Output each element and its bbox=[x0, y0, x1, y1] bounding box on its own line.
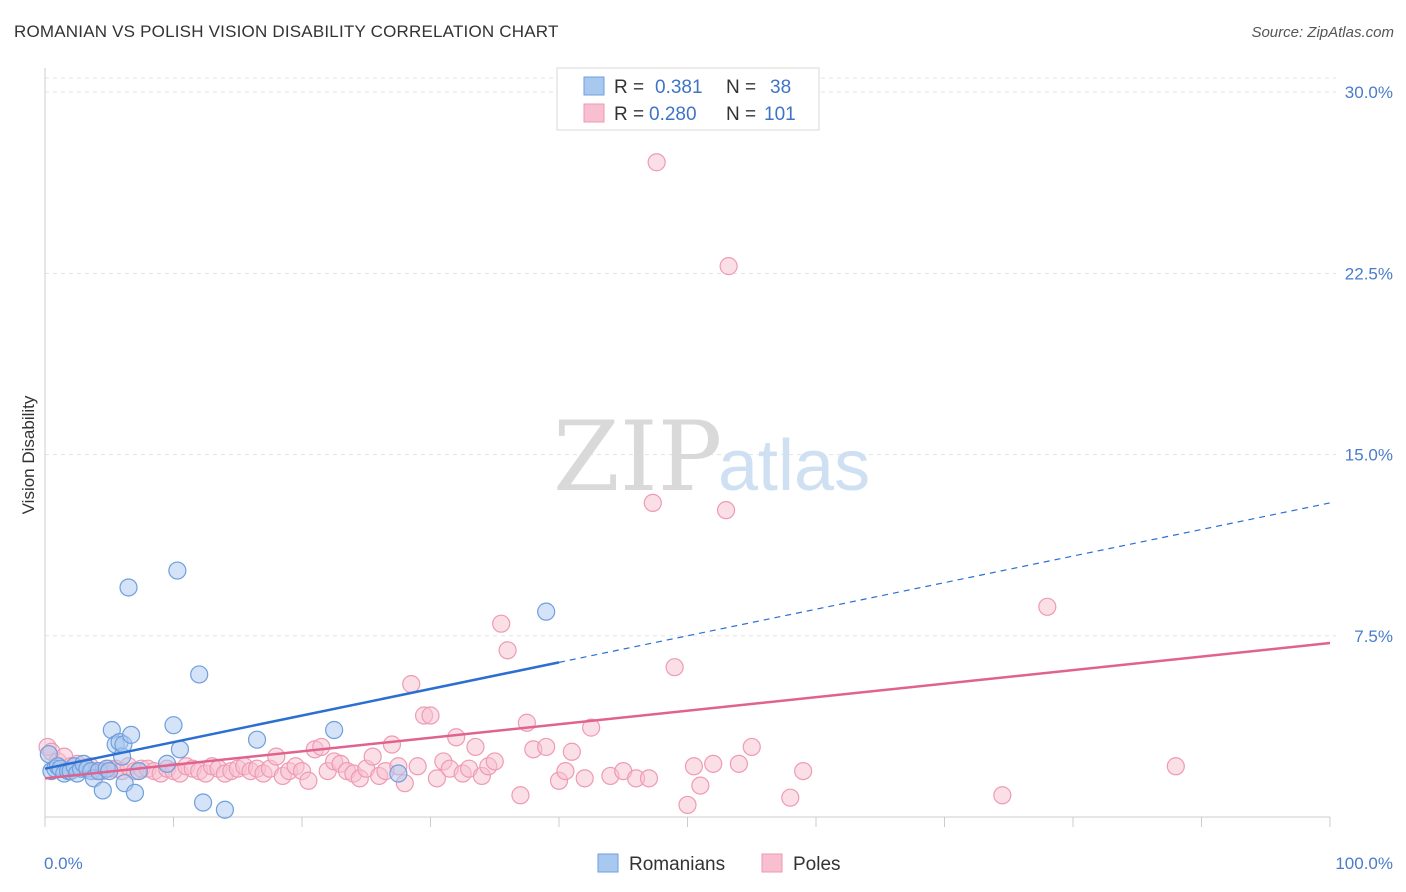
romanians-point-32 bbox=[170, 740, 190, 759]
x-tick-label-1: 100.0% bbox=[1335, 854, 1393, 873]
legend-poles-n-value: 101 bbox=[764, 104, 796, 125]
poles-point-64 bbox=[447, 728, 466, 747]
romanians-point-36 bbox=[247, 730, 267, 749]
poles-point-93 bbox=[716, 501, 736, 520]
poles-point-54 bbox=[382, 735, 402, 754]
poles-point-81 bbox=[582, 718, 601, 737]
romanians-point-34 bbox=[193, 793, 213, 812]
poles-point-57 bbox=[402, 675, 421, 694]
poles-point-41 bbox=[299, 771, 318, 790]
romanians-point-39 bbox=[537, 602, 556, 621]
poles-point-43 bbox=[312, 737, 331, 757]
poles-point-87 bbox=[647, 153, 666, 172]
legend-poles-swatch bbox=[583, 103, 605, 123]
chart-title: ROMANIAN VS POLISH VISION DISABILITY COR… bbox=[14, 22, 559, 41]
legend-romanians-r-label: R = bbox=[614, 77, 644, 98]
y-tick-label-1: 15.0% bbox=[1345, 446, 1393, 465]
romanians-point-26 bbox=[121, 725, 141, 744]
poles-trend-line bbox=[44, 641, 1331, 780]
trend-lines bbox=[44, 502, 1331, 780]
poles-point-101 bbox=[1166, 757, 1185, 776]
poles-point-95 bbox=[729, 754, 749, 773]
poles-point-78 bbox=[556, 761, 575, 781]
romanians-point-27 bbox=[125, 783, 145, 802]
poles-point-58 bbox=[408, 757, 427, 776]
poles-point-73 bbox=[511, 786, 530, 805]
poles-point-97 bbox=[781, 788, 800, 807]
axes bbox=[44, 68, 1331, 827]
poles-point-60 bbox=[421, 706, 440, 725]
watermark-atlas: atlas bbox=[718, 426, 870, 506]
legend-bottom-romanians-label: Romanians bbox=[629, 854, 725, 875]
poles-point-79 bbox=[562, 742, 581, 761]
poles-point-71 bbox=[492, 614, 511, 633]
y-tick-label-0: 7.5% bbox=[1354, 627, 1393, 646]
legend-bottom-poles-label: Poles bbox=[793, 854, 841, 875]
watermark-zip: ZIP bbox=[553, 401, 722, 513]
romanians-point-35 bbox=[215, 800, 234, 819]
y-tick-label-2: 22.5% bbox=[1345, 264, 1393, 283]
poles-point-36 bbox=[267, 747, 286, 766]
poles-point-88 bbox=[665, 658, 684, 677]
y-tick-label-3: 30.0% bbox=[1345, 83, 1393, 102]
legend-poles-r-label: R = bbox=[614, 104, 644, 125]
legend-poles-n-label: N = bbox=[726, 104, 756, 125]
poles-point-70 bbox=[485, 752, 504, 771]
poles-point-51 bbox=[363, 747, 382, 766]
poles-point-92 bbox=[704, 754, 723, 773]
poles-point-96 bbox=[742, 737, 761, 757]
legend-stats: R = 0.381 N = 38 R = 0.280 N = 101 bbox=[556, 67, 820, 131]
romanians-point-38 bbox=[389, 764, 408, 783]
tick-labels: 7.5% 15.0% 22.5% 30.0% 0.0% 100.0% bbox=[44, 83, 1393, 873]
poles-point-91 bbox=[691, 776, 710, 795]
poles-point-94 bbox=[719, 257, 738, 276]
poles-point-72 bbox=[498, 641, 517, 660]
poles-point-99 bbox=[993, 786, 1012, 805]
romanians-point-16 bbox=[93, 781, 112, 800]
poles-point-80 bbox=[575, 769, 594, 788]
poles-point-86 bbox=[643, 493, 662, 513]
legend-poles-r-value: 0.280 bbox=[649, 104, 697, 125]
romanians-point-25 bbox=[119, 578, 138, 597]
romanians-trend-extension bbox=[558, 502, 1331, 663]
legend-bottom-romanians-swatch bbox=[597, 853, 619, 873]
legend-series: Romanians Poles bbox=[597, 853, 841, 875]
legend-romanians-n-value: 38 bbox=[770, 77, 791, 98]
legend-romanians-r-value: 0.381 bbox=[655, 77, 703, 98]
watermark: ZIP atlas bbox=[553, 401, 870, 513]
romanians-point-31 bbox=[168, 561, 187, 580]
poles-point-98 bbox=[794, 761, 813, 781]
romanians-point-28 bbox=[129, 761, 148, 781]
romanians-point-30 bbox=[164, 716, 183, 735]
x-tick-label-0: 0.0% bbox=[44, 854, 83, 873]
source-label: Source: ZipAtlas.com bbox=[1251, 24, 1394, 41]
poles-point-85 bbox=[639, 769, 659, 788]
y-axis-label: Vision Disability bbox=[19, 395, 38, 514]
romanians-points bbox=[39, 561, 556, 819]
poles-points bbox=[38, 153, 1185, 815]
legend-romanians-swatch bbox=[583, 76, 605, 96]
legend-romanians-n-label: N = bbox=[726, 77, 756, 98]
grid-lines bbox=[45, 77, 1336, 637]
poles-point-76 bbox=[537, 737, 556, 757]
romanians-point-37 bbox=[325, 720, 344, 740]
poles-point-89 bbox=[678, 795, 697, 815]
romanians-point-33 bbox=[190, 665, 209, 684]
legend-bottom-poles-swatch bbox=[761, 853, 783, 873]
poles-point-67 bbox=[466, 737, 485, 757]
romanians-trend-line bbox=[44, 661, 560, 770]
poles-point-90 bbox=[684, 757, 704, 776]
poles-point-61 bbox=[427, 769, 447, 788]
poles-point-100 bbox=[1038, 597, 1057, 616]
